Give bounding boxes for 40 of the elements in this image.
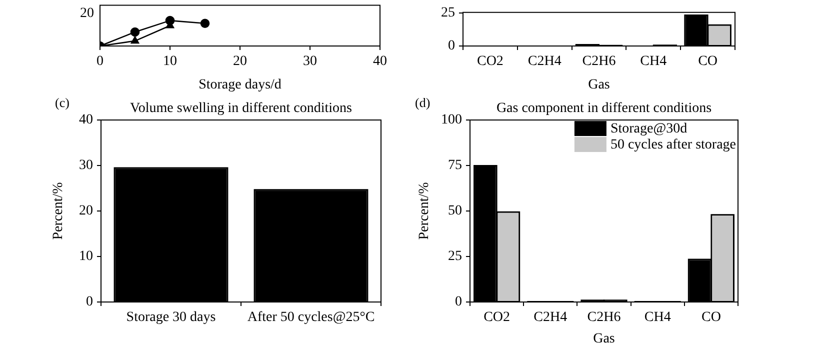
x-tick-label: 0	[96, 54, 104, 70]
y-tick-label: 0	[455, 294, 462, 310]
x-tick-label: CH4	[644, 310, 671, 326]
y-tick-label: 0	[448, 38, 455, 54]
y-tick-label: 20	[79, 204, 93, 219]
x-axis-title: Gas	[588, 77, 610, 92]
legend-label: Storage@30d	[610, 122, 688, 137]
x-tick-label: CO2	[484, 310, 510, 326]
x-tick-label: 20	[233, 54, 247, 70]
x-tick-label: 10	[163, 54, 177, 70]
x-tick-label: C2H4	[528, 54, 562, 70]
x-tick-label: 30	[303, 54, 317, 70]
y-tick-label: 50	[448, 204, 462, 219]
x-tick-label: Storage 30 days	[126, 310, 216, 326]
y-tick-label: 0	[86, 294, 93, 310]
x-tick-label: CH4	[640, 54, 667, 70]
y-tick-label: 100	[441, 112, 462, 128]
x-tick-label: C2H4	[534, 310, 568, 326]
x-tick-label: 40	[373, 54, 387, 70]
y-axis-title: Percent/%	[417, 182, 432, 240]
text: (c)	[55, 95, 70, 110]
y-tick-label: 25	[448, 249, 462, 264]
x-tick-label: CO	[701, 310, 721, 326]
chart-title: Volume swelling in different conditions	[130, 101, 352, 116]
text: (d)	[415, 95, 430, 110]
x-tick-label: After 50 cycles@25°C	[247, 310, 375, 326]
y-tick-label: 75	[448, 158, 462, 174]
y-tick-label: 30	[79, 158, 93, 174]
chart-title: Gas component in different conditions	[496, 101, 712, 116]
y-tick-label: 10	[79, 249, 93, 264]
x-tick-label: CO	[698, 54, 718, 70]
y-tick-label: 25	[441, 6, 455, 21]
x-axis-title: Storage days/d	[198, 77, 282, 92]
x-tick-label: CO2	[476, 54, 504, 70]
x-tick-label: C2H6	[587, 310, 621, 326]
x-axis-title: Gas	[593, 331, 615, 346]
legend-label: 50 cycles after storage	[610, 138, 736, 153]
y-tick-label: 40	[79, 112, 93, 128]
x-tick-label: C2H6	[582, 54, 616, 70]
y-axis-title: Percent/%	[51, 182, 66, 240]
